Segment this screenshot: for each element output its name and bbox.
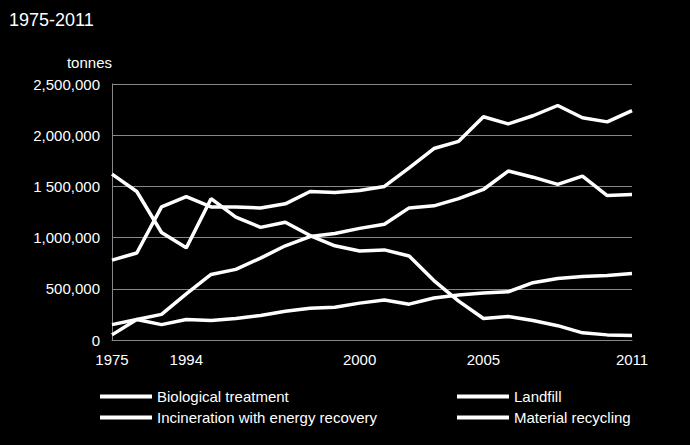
svg-text:2,000,000: 2,000,000 bbox=[33, 127, 100, 144]
svg-text:2000: 2000 bbox=[343, 351, 376, 368]
svg-text:1 500,000: 1 500,000 bbox=[33, 178, 100, 195]
svg-text:1994: 1994 bbox=[170, 351, 203, 368]
svg-text:Biological treatment: Biological treatment bbox=[157, 388, 290, 405]
svg-text:2,500,000: 2,500,000 bbox=[33, 76, 100, 93]
svg-text:1975-2011: 1975-2011 bbox=[9, 10, 94, 30]
svg-text:Material recycling: Material recycling bbox=[514, 409, 631, 426]
svg-text:tonnes: tonnes bbox=[67, 54, 112, 71]
svg-text:2011: 2011 bbox=[616, 351, 648, 368]
svg-text:0: 0 bbox=[92, 332, 100, 349]
svg-text:1,000,000: 1,000,000 bbox=[33, 229, 100, 246]
svg-text:Landfill: Landfill bbox=[514, 388, 562, 405]
svg-text:1975: 1975 bbox=[95, 351, 128, 368]
svg-text:2005: 2005 bbox=[467, 351, 500, 368]
svg-text:Incineration with energy recov: Incineration with energy recovery bbox=[157, 409, 378, 426]
svg-text:500,000: 500,000 bbox=[46, 280, 100, 297]
